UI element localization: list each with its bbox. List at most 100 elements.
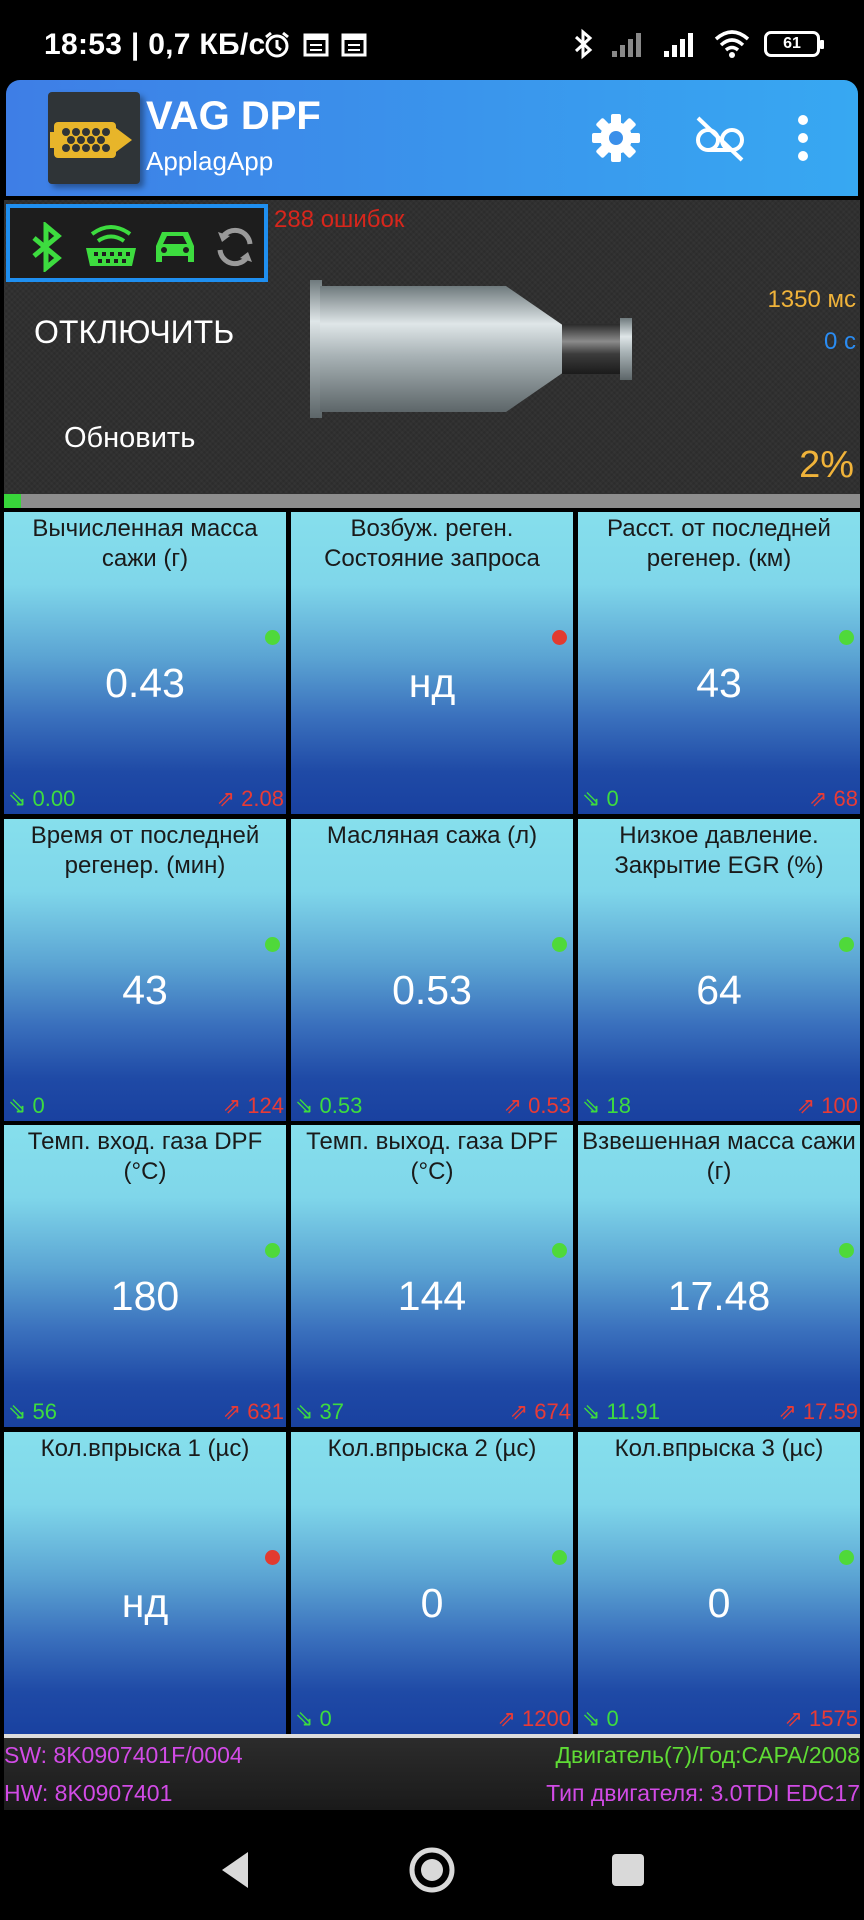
more-vert-icon[interactable] xyxy=(788,110,818,166)
parameter-value: 17.48 xyxy=(667,1273,771,1319)
back-icon[interactable] xyxy=(208,1842,264,1898)
parameter-min: ⇘ 0 xyxy=(8,1093,45,1118)
error-count[interactable]: 288 ошибок xyxy=(274,206,405,233)
parameter-tile[interactable]: Вычисленная масса сажи (г) 0.43 ⇘ 0.00 ⇗ 2.… xyxy=(4,512,286,814)
parameter-tile[interactable]: Темп. вход. газа DPF (°C) 180 ⇘ 56 ⇗ 631 xyxy=(4,1125,286,1427)
parameter-tile[interactable]: Масляная сажа (л) 0.53 ⇘ 0.53 ⇗ 0.53 xyxy=(291,819,573,1121)
status-dot xyxy=(265,1243,280,1258)
bluetooth-icon xyxy=(32,222,62,272)
parameter-min: ⇘ 0 xyxy=(582,786,619,811)
status-dot xyxy=(552,1550,567,1565)
dpf-filter-image xyxy=(310,280,632,418)
status-dot xyxy=(265,630,280,645)
app-subtitle: ApplagApp xyxy=(146,146,274,176)
status-dot xyxy=(839,937,854,952)
status-dot xyxy=(265,937,280,952)
parameter-title: Темп. вход. газа DPF (°C) xyxy=(27,1128,263,1185)
parameter-value: 144 xyxy=(397,1273,467,1319)
parameter-tile[interactable]: Низкое давление. Закрытие EGR (%) 64 ⇘ 18 ⇗… xyxy=(578,819,860,1121)
car-icon xyxy=(156,232,194,262)
duration-seconds: 0 с xyxy=(823,328,856,355)
parameter-tile[interactable]: Расст. от последней регенер. (км) 43 ⇘ 0 ⇗ … xyxy=(578,512,860,814)
parameter-tile[interactable]: Кол.впрыска 2 (µс) 0 ⇘ 0 ⇗ 1200 xyxy=(291,1432,573,1734)
parameter-value: 0 xyxy=(707,1580,731,1626)
wifi-icon xyxy=(714,30,750,58)
system-nav-bar xyxy=(0,1812,864,1920)
app-title: VAG DPF xyxy=(146,94,321,138)
parameter-title: Взвешенная масса сажи (г) xyxy=(582,1128,856,1185)
status-dot xyxy=(839,1550,854,1565)
footer-divider xyxy=(4,1734,860,1738)
parameter-max: ⇗ 674 xyxy=(509,1399,571,1424)
parameter-title: Кол.впрыска 3 (µс) xyxy=(614,1435,824,1462)
hardware-version: HW: 8K0907401 xyxy=(4,1780,173,1806)
status-dot xyxy=(552,630,567,645)
recents-icon[interactable] xyxy=(600,1842,656,1898)
parameter-min: ⇘ 11.91 xyxy=(582,1399,660,1424)
dpf-panel: 288 ошибок ОТКЛЮЧИТЬ Обновить 1350 мс 0 … xyxy=(4,200,860,508)
calendar-icon xyxy=(341,33,367,57)
parameter-title: Темп. выход. газа DPF (°C) xyxy=(306,1128,558,1185)
parameter-max: ⇗ 100 xyxy=(796,1093,858,1118)
duration-ms: 1350 мс xyxy=(767,286,856,313)
parameter-min: ⇘ 0.53 xyxy=(295,1093,363,1118)
regen-progress-fill xyxy=(4,494,22,508)
battery-indicator: 61 xyxy=(764,31,824,57)
parameter-min: ⇘ 0.00 xyxy=(8,786,76,811)
parameter-max: ⇗ 1200 xyxy=(497,1706,572,1731)
status-dot xyxy=(552,1243,567,1258)
parameter-tile[interactable]: Возбуж. реген. Состояние запроса нд xyxy=(291,512,573,814)
engine-info: Двигатель(7)/Год:CAPA/2008 xyxy=(555,1742,860,1768)
sync-icon[interactable] xyxy=(210,222,260,272)
parameter-title: Кол.впрыска 2 (µс) xyxy=(327,1435,537,1462)
parameter-tile[interactable]: Взвешенная масса сажи (г) 17.48 ⇘ 11.91 ⇗ 1… xyxy=(578,1125,860,1427)
parameter-value: нд xyxy=(408,660,456,706)
parameter-max: ⇗ 0.53 xyxy=(503,1093,571,1118)
software-version: SW: 8K0907401F/0004 xyxy=(4,1742,243,1768)
obd-adapter-icon xyxy=(86,225,136,266)
parameter-min: ⇘ 18 xyxy=(582,1093,632,1118)
parameter-value: 0.43 xyxy=(105,660,185,706)
status-dot xyxy=(265,1550,280,1565)
no-recording-icon[interactable] xyxy=(692,110,748,166)
regen-progress-bar xyxy=(4,494,860,508)
parameter-value: 180 xyxy=(110,1273,180,1319)
engine-type: Тип двигателя: 3.0TDI EDC17 xyxy=(546,1780,860,1806)
app-logo xyxy=(48,92,140,184)
parameter-max: ⇗ 1575 xyxy=(784,1706,859,1731)
settings-gear-icon[interactable] xyxy=(588,110,644,166)
parameter-title: Масляная сажа (л) xyxy=(326,822,538,849)
alarm-icon xyxy=(265,31,289,58)
parameter-min: ⇘ 0 xyxy=(295,1706,332,1731)
status-dot xyxy=(552,937,567,952)
parameter-title: Возбуж. реген. Состояние запроса xyxy=(324,515,540,572)
signal-icon xyxy=(612,33,641,57)
parameter-title: Время от последней регенер. (мин) xyxy=(30,822,260,879)
parameter-max: ⇗ 124 xyxy=(222,1093,284,1118)
parameter-tile[interactable]: Темп. выход. газа DPF (°C) 144 ⇘ 37 ⇗ 674 xyxy=(291,1125,573,1427)
home-icon[interactable] xyxy=(404,1842,460,1898)
parameter-max: ⇗ 2.08 xyxy=(216,786,284,811)
status-time: 18:53 | 0,7 КБ/с xyxy=(44,28,266,61)
status-dot xyxy=(839,630,854,645)
bluetooth-status-icon xyxy=(574,28,593,60)
status-bar: 18:53 | 0,7 КБ/с 61 xyxy=(0,0,864,78)
parameter-title: Низкое давление. Закрытие EGR (%) xyxy=(614,822,824,879)
signal-icon xyxy=(664,33,693,57)
parameter-value: 43 xyxy=(696,660,742,706)
parameter-tile[interactable]: Кол.впрыска 3 (µс) 0 ⇘ 0 ⇗ 1575 xyxy=(578,1432,860,1734)
parameter-title: Вычисленная масса сажи (г) xyxy=(32,515,258,572)
app-bar: VAG DPF ApplagApp xyxy=(6,80,858,196)
parameter-min: ⇘ 56 xyxy=(8,1399,58,1424)
parameter-value: 43 xyxy=(122,967,168,1013)
parameter-value: 0 xyxy=(420,1580,444,1626)
parameter-tile[interactable]: Кол.впрыска 1 (µс) нд xyxy=(4,1432,286,1734)
parameter-max: ⇗ 68 xyxy=(808,786,858,811)
parameter-tile[interactable]: Время от последней регенер. (мин) 43 ⇘ 0 ⇗ … xyxy=(4,819,286,1121)
connection-status-box xyxy=(6,204,268,282)
parameter-max: ⇗ 17.59 xyxy=(778,1399,858,1424)
parameter-title: Расст. от последней регенер. (км) xyxy=(607,515,831,572)
refresh-button[interactable]: Обновить xyxy=(64,422,196,454)
disconnect-button[interactable]: ОТКЛЮЧИТЬ xyxy=(34,314,235,350)
